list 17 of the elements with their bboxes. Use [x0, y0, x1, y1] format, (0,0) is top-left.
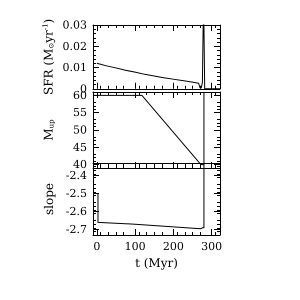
y-axis-title: slope	[42, 182, 56, 216]
y-tick-label: -2.4	[66, 169, 87, 182]
y-tick-label: 45	[73, 140, 87, 154]
y-tick-label: 0.02	[62, 40, 87, 53]
y-tick-label: 40	[73, 158, 87, 172]
y-tick-label: 0.03	[62, 18, 87, 32]
y-tick-label: -2.6	[66, 205, 87, 218]
y-tick-label: 0.01	[62, 61, 87, 74]
x-tick-label: 100	[124, 240, 146, 253]
x-tick-label: 200	[162, 240, 184, 253]
y-tick-label: 50	[73, 124, 87, 136]
y-tick-label: -2.7	[66, 223, 87, 236]
x-tick-label: 0	[93, 240, 100, 253]
x-tick-label: 300	[201, 240, 222, 253]
y-tick-label: 55	[73, 106, 87, 120]
y-tick-label: -2.5	[66, 187, 87, 200]
x-axis-title: t (Myr)	[135, 256, 178, 270]
